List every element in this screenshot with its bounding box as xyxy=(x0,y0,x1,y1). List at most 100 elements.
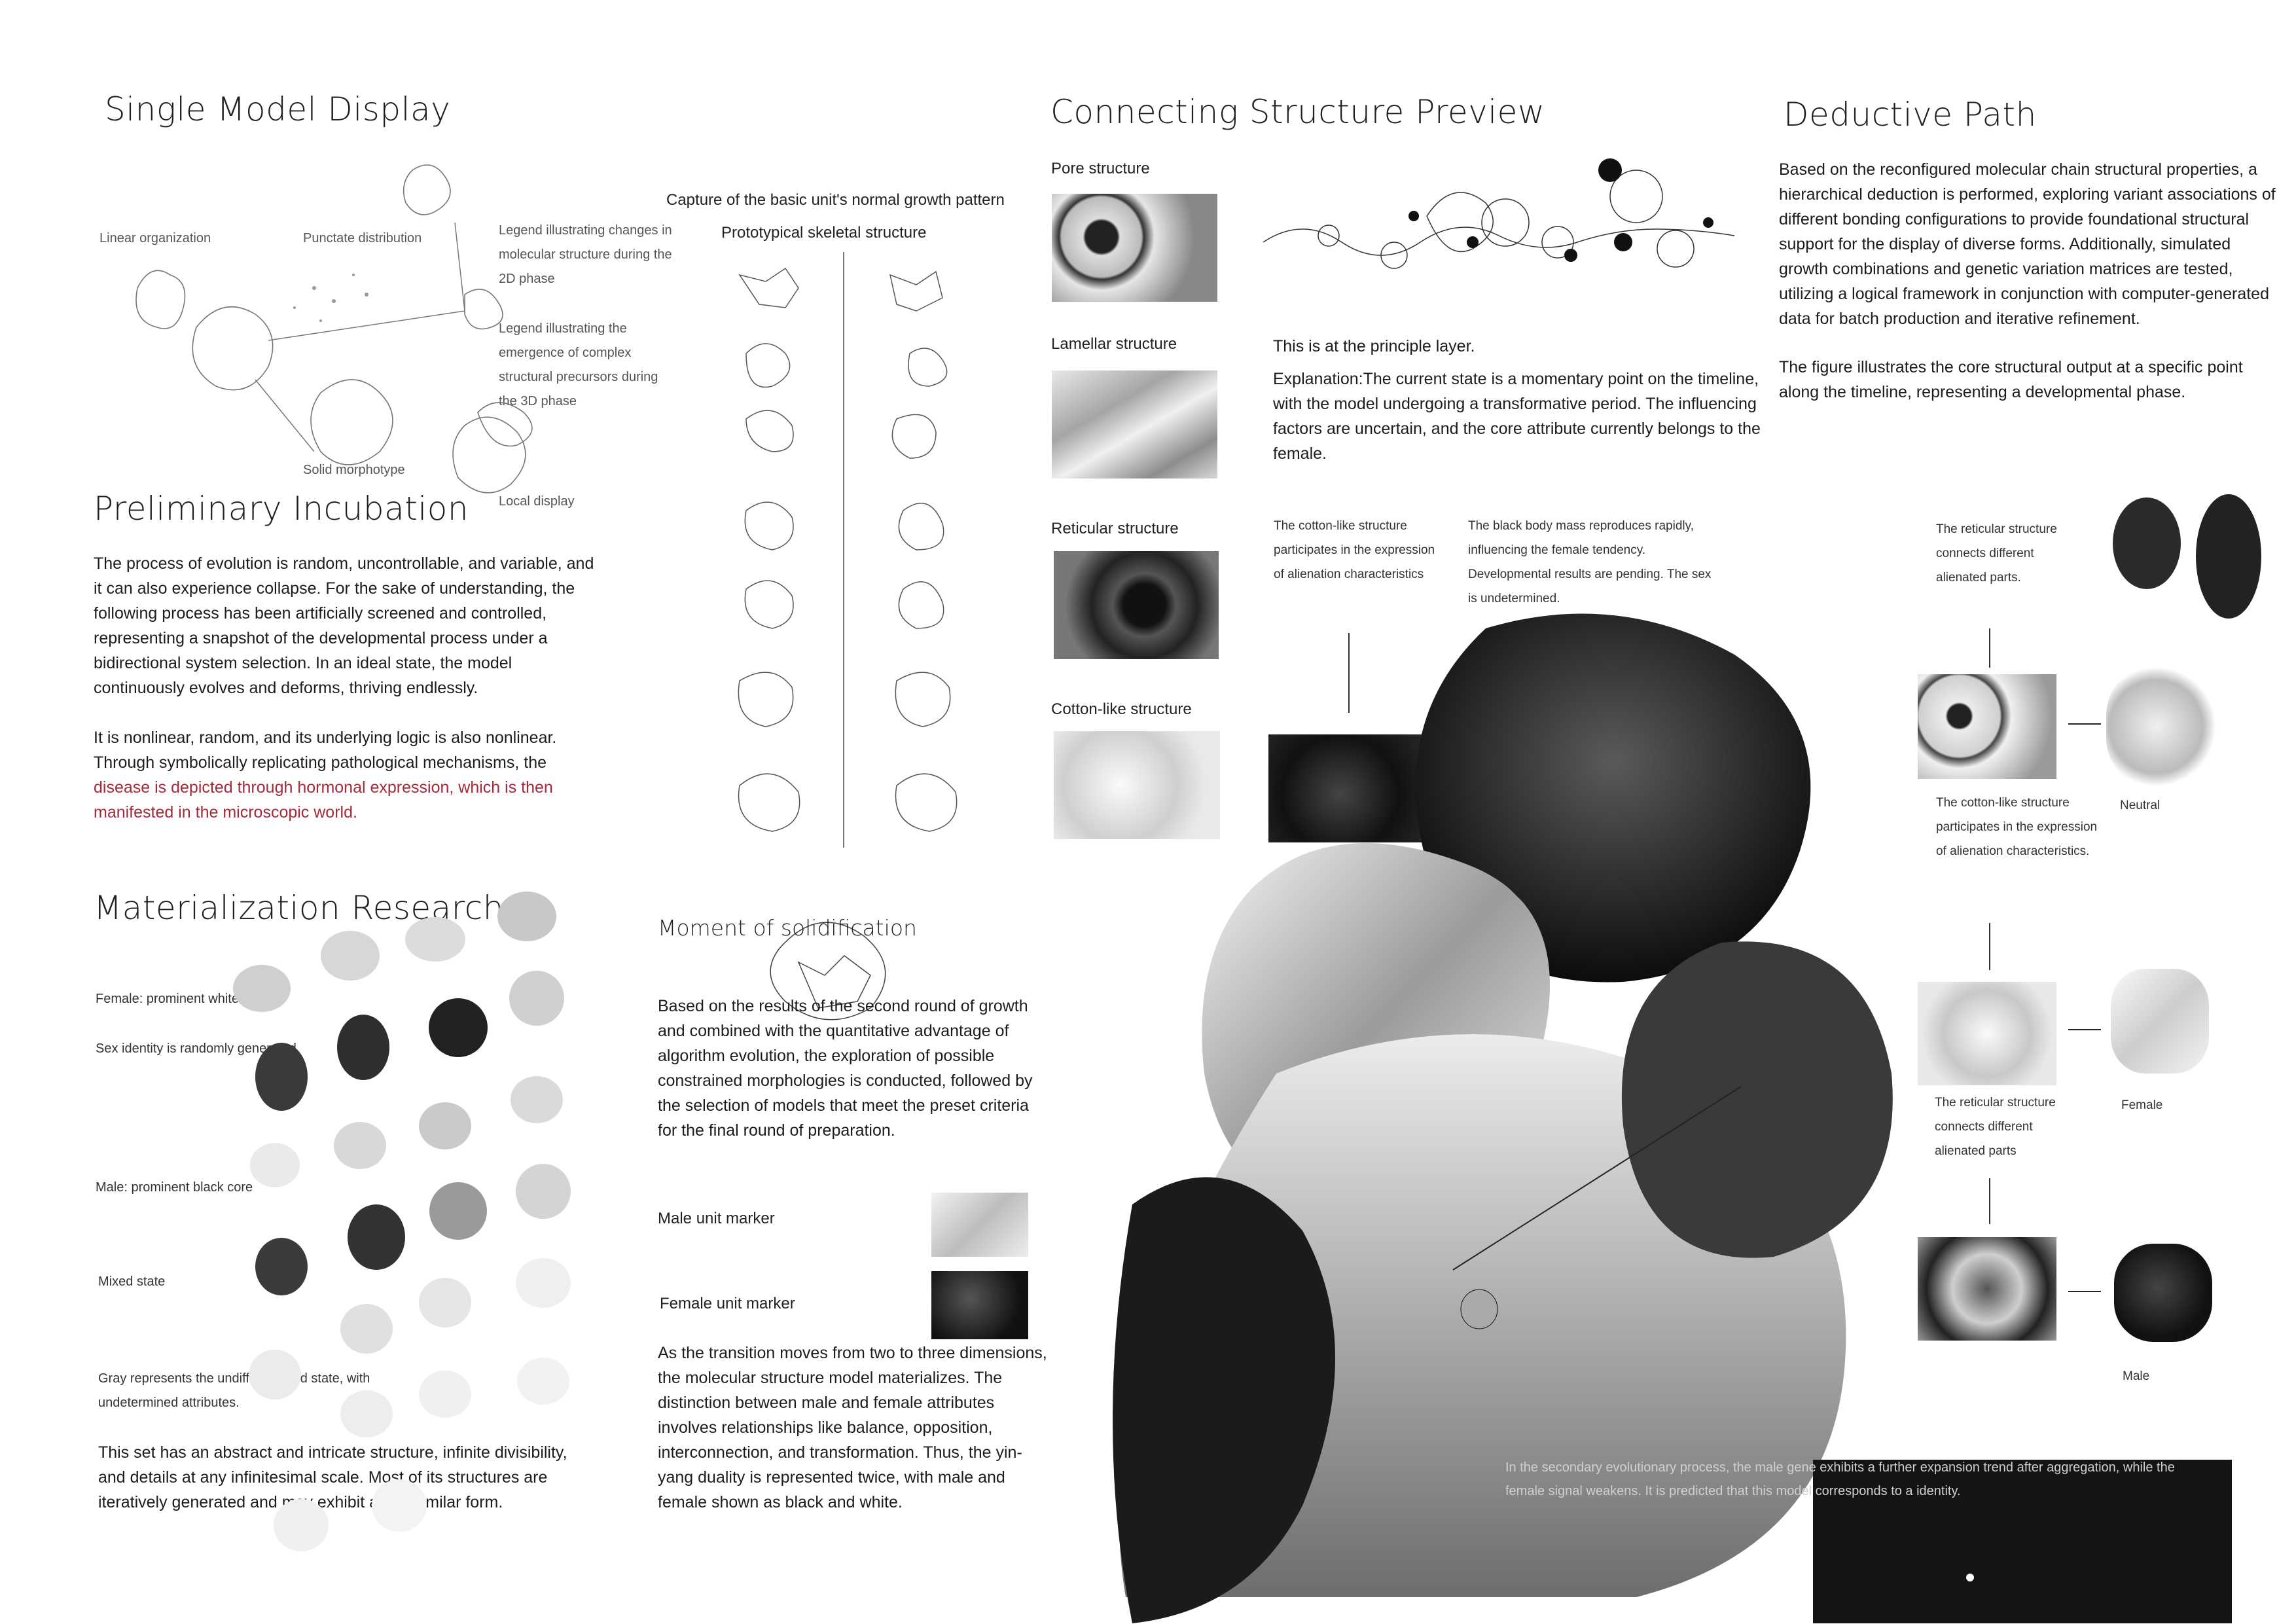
specimen xyxy=(497,892,556,941)
neutral-label: Neutral xyxy=(2120,799,2161,812)
specimen xyxy=(337,1015,389,1080)
male-marker-swatch xyxy=(931,1193,1028,1257)
top-molecule xyxy=(403,164,451,215)
specimen xyxy=(419,1278,471,1327)
specimen xyxy=(340,1390,393,1437)
specimen xyxy=(249,1350,301,1399)
material-specimen-grid xyxy=(233,892,571,1551)
principle-text: This is at the principle layer. xyxy=(1273,337,1475,355)
legend-3d-blob xyxy=(477,402,533,447)
specimen xyxy=(334,1122,386,1169)
female-label: Female xyxy=(2121,1098,2163,1112)
sex-random-label: Sex identity is randomly generated. xyxy=(96,1041,300,1056)
specimen xyxy=(516,1164,571,1219)
legend-2d-label: Legend illustrating changes in molecular… xyxy=(499,223,672,286)
punctate-label: Punctate distribution xyxy=(303,231,422,245)
pore-swatch xyxy=(1052,194,1217,302)
prelim-title: Preliminary Incubation xyxy=(94,490,469,528)
explanation-text: Explanation:The current state is a momen… xyxy=(1273,370,1761,463)
moment-title: Moment of solidification xyxy=(658,915,917,941)
single-model-sketch xyxy=(135,164,533,494)
solid-morph-blob xyxy=(310,379,393,465)
deductive-title: Deductive Path xyxy=(1784,96,2037,134)
material-paragraph: This set has an abstract and intricate s… xyxy=(98,1443,567,1511)
arrow-up-a xyxy=(1989,628,1990,668)
arrow-right-c xyxy=(2068,1291,2101,1292)
black-mass-swatch xyxy=(1268,734,1428,842)
specimen xyxy=(250,1143,300,1187)
arrow-up-c xyxy=(1989,1178,1990,1224)
specimen xyxy=(255,1238,308,1295)
neutral-specimen xyxy=(2106,668,2217,785)
moment-molecule-sketch xyxy=(770,922,886,1020)
female-marker-swatch xyxy=(931,1271,1028,1339)
organic-cluster xyxy=(192,306,274,391)
linear-label: Linear organization xyxy=(99,231,211,245)
specimen xyxy=(419,1102,471,1149)
local-blob xyxy=(452,416,526,494)
reticular-note-c: The reticular structure connects differe… xyxy=(1935,1096,2056,1158)
prelim-p2-plain: It is nonlinear, random, and its underly… xyxy=(94,729,557,772)
specimen xyxy=(429,998,488,1057)
arrow-up-line xyxy=(1348,633,1350,713)
reticular-label: Reticular structure xyxy=(1051,520,1179,537)
solid-morphotype-label: Solid morphotype xyxy=(303,463,405,477)
specimen xyxy=(516,1258,571,1308)
black-body-note: The black body mass reproduces rapidly, … xyxy=(1468,519,1712,605)
mixed-result-swatch xyxy=(1918,1237,2056,1341)
specimen xyxy=(511,1076,563,1123)
deductive-paragraph-2: The figure illustrates the core structur… xyxy=(1779,358,2243,401)
specimen xyxy=(348,1204,405,1270)
deductive-paragraph-1: Based on the reconfigured molecular chai… xyxy=(1779,160,2276,328)
specimen xyxy=(517,1358,569,1405)
arrow-right-b xyxy=(2068,1029,2101,1030)
reticular-swatch xyxy=(1054,551,1219,659)
bottom-dark-block xyxy=(1813,1460,2232,1623)
female-core-label: Female: prominent white core xyxy=(96,992,268,1006)
male-core-label: Male: prominent black core xyxy=(96,1180,253,1195)
single-model-title: Single Model Display xyxy=(105,90,451,128)
male-specimen xyxy=(2114,1244,2212,1342)
moment-paragraph-2: As the transition moves from two to thre… xyxy=(658,1344,1047,1511)
prelim-p2-highlight: disease is depicted through hormonal exp… xyxy=(94,778,553,821)
cotton-result-swatch xyxy=(1918,982,2056,1085)
specimen xyxy=(255,1043,308,1111)
female-marker-label: Female unit marker xyxy=(660,1295,795,1312)
pore-label: Pore structure xyxy=(1051,160,1150,177)
top-right-specimens xyxy=(2113,494,2261,619)
specimen xyxy=(405,917,465,962)
lamellar-label: Lamellar structure xyxy=(1051,335,1177,353)
growth-divider xyxy=(843,252,844,848)
dark-upper-mass xyxy=(1415,613,1811,983)
specimen xyxy=(509,971,564,1026)
arrow-right-a xyxy=(2068,723,2101,725)
cotton-swatch xyxy=(1054,731,1220,839)
cotton-note: The cotton-like structure participates i… xyxy=(1274,519,1435,581)
male-label: Male xyxy=(2123,1369,2150,1383)
bottom-overlay-note: In the secondary evolutionary process, t… xyxy=(1505,1460,2175,1498)
specimen xyxy=(274,1499,329,1551)
local-display-label: Local display xyxy=(499,494,575,509)
cotton-note-b: The cotton-like structure participates i… xyxy=(1936,796,2098,858)
gray-state-label: Gray represents the undifferentiated sta… xyxy=(98,1371,370,1410)
reticular-note-a: The reticular structure connects differe… xyxy=(1936,522,2057,585)
moment-paragraph-1: Based on the results of the second round… xyxy=(658,997,1033,1140)
connect-network-diagram xyxy=(1263,158,1735,269)
specimen xyxy=(340,1304,393,1354)
linear-blob xyxy=(135,270,186,329)
connect-title: Connecting Structure Preview xyxy=(1050,93,1545,131)
female-specimen xyxy=(2111,969,2209,1074)
specimen xyxy=(233,965,291,1012)
legend-3d-label: Legend illustrating the emergence of com… xyxy=(499,321,658,408)
lamellar-swatch xyxy=(1052,370,1217,478)
specimen xyxy=(372,1479,427,1532)
specimen xyxy=(321,931,380,981)
mixed-state-label: Mixed state xyxy=(98,1274,166,1289)
right-mid-mass xyxy=(1621,941,1893,1258)
pore-result-swatch xyxy=(1918,674,2056,779)
central-render xyxy=(1113,613,2232,1623)
dark-lower-left xyxy=(1113,1177,1335,1623)
prelim-paragraph-2: It is nonlinear, random, and its underly… xyxy=(94,725,604,825)
growth-sequence-sketch xyxy=(738,267,958,832)
male-marker-label: Male unit marker xyxy=(658,1210,775,1227)
